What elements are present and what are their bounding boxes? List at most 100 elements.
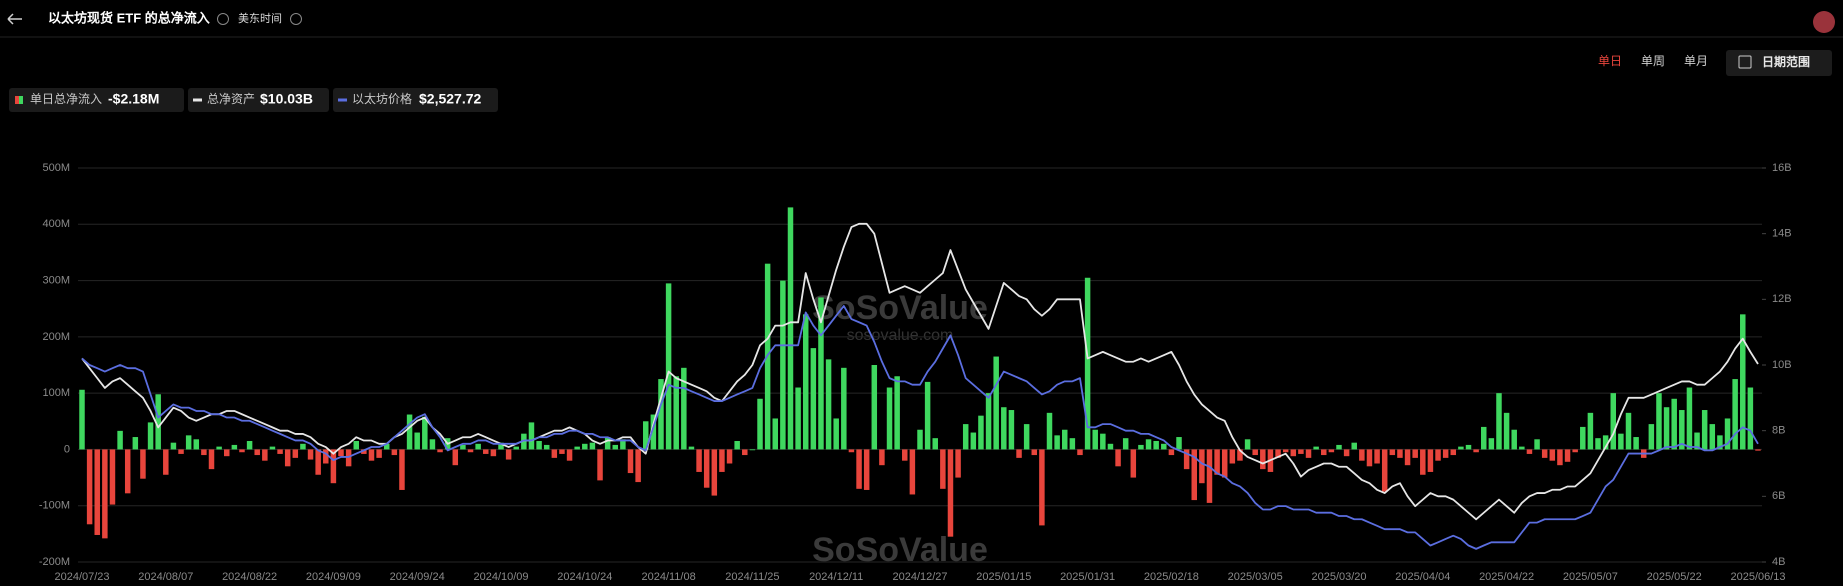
- bar: [1717, 435, 1723, 450]
- bar: [521, 433, 527, 450]
- bar: [1610, 393, 1616, 450]
- bar: [810, 348, 817, 450]
- bar: [1107, 443, 1114, 450]
- bar: [536, 440, 542, 450]
- bar: [1282, 449, 1289, 453]
- bar: [86, 449, 93, 525]
- bar: [1084, 277, 1091, 450]
- bar: [1420, 449, 1426, 475]
- bar: [1176, 437, 1182, 450]
- x-tick-label: 2025/03/20: [1311, 571, 1366, 583]
- bar: [345, 449, 352, 467]
- bar: [1732, 379, 1738, 450]
- bar: [1709, 424, 1716, 450]
- period-button[interactable]: 单月: [1684, 54, 1708, 68]
- bar: [1321, 449, 1327, 456]
- bar: [574, 446, 580, 450]
- bar: [399, 449, 405, 490]
- back-button[interactable]: [7, 13, 22, 25]
- bar: [147, 422, 154, 450]
- bar: [726, 449, 733, 464]
- bar: [795, 387, 801, 450]
- watermark: SoSoValue: [812, 531, 988, 569]
- bar: [688, 446, 695, 450]
- bar: [269, 446, 276, 450]
- bar: [719, 449, 725, 472]
- y2-tick-label: 14B: [1772, 228, 1792, 240]
- bar: [1229, 449, 1236, 464]
- bar: [1587, 412, 1594, 450]
- bar: [239, 449, 245, 453]
- bar: [658, 379, 664, 450]
- legend-pill: [333, 88, 498, 112]
- bar: [1648, 424, 1655, 450]
- bar: [1069, 438, 1076, 450]
- period-button[interactable]: 单周: [1641, 54, 1665, 68]
- bar: [1336, 444, 1342, 450]
- y-tick-label: 300M: [42, 274, 70, 286]
- bar: [155, 394, 161, 450]
- date-range-button[interactable]: [1726, 50, 1832, 76]
- legend-label: 以太坊价格: [352, 91, 412, 106]
- bar: [1031, 449, 1038, 456]
- bar: [1488, 438, 1495, 450]
- bar: [597, 449, 603, 481]
- bar: [498, 442, 504, 450]
- info-icon[interactable]: [290, 13, 302, 25]
- bar: [711, 449, 718, 496]
- bar: [490, 449, 497, 457]
- bar: [1755, 449, 1761, 451]
- bar: [1397, 449, 1403, 458]
- y2-tick-label: 12B: [1772, 293, 1792, 305]
- bar: [559, 449, 565, 454]
- bar: [170, 442, 177, 450]
- bar: [1679, 410, 1685, 450]
- bar: [993, 356, 999, 450]
- period-button[interactable]: 单日: [1598, 54, 1622, 68]
- bar: [856, 449, 862, 489]
- bar: [848, 449, 855, 453]
- bar: [985, 393, 992, 450]
- bar: [1663, 407, 1670, 450]
- share-icon[interactable]: [1813, 11, 1835, 33]
- bar: [1077, 449, 1083, 456]
- legend-value: $10.03B: [260, 91, 313, 107]
- bar: [1747, 387, 1754, 450]
- bar: [1602, 435, 1609, 450]
- bar: [376, 449, 382, 458]
- bar: [1244, 439, 1251, 450]
- y-tick-label: 0: [64, 443, 70, 455]
- date-range-label: 日期范围: [1762, 54, 1810, 69]
- bar: [505, 449, 512, 460]
- x-tick-label: 2024/07/23: [54, 571, 109, 583]
- line: [81, 305, 1759, 550]
- x-tick-label: 2024/09/09: [306, 571, 361, 583]
- bar: [940, 449, 946, 489]
- bar: [650, 414, 657, 450]
- watermark-url: sosovalue.com: [847, 327, 954, 344]
- bar: [1450, 449, 1457, 456]
- bar: [1458, 446, 1464, 450]
- bar: [1016, 449, 1022, 458]
- bar: [414, 432, 420, 450]
- bar: [566, 449, 573, 461]
- bar: [1427, 449, 1434, 472]
- bar: [871, 365, 878, 450]
- y-tick-label: 500M: [42, 162, 70, 174]
- bar: [1481, 426, 1487, 450]
- bar: [551, 449, 558, 458]
- bar: [383, 443, 390, 450]
- info-icon[interactable]: [217, 13, 229, 25]
- y2-tick-label: 16B: [1772, 162, 1792, 174]
- legend-pill: [188, 88, 329, 112]
- bar: [1008, 410, 1015, 450]
- x-tick-label: 2024/08/22: [222, 571, 277, 583]
- x-tick-label: 2024/12/11: [809, 571, 863, 583]
- bar: [429, 439, 436, 450]
- bar: [460, 444, 466, 450]
- y2-tick-label: 6B: [1772, 490, 1785, 502]
- bar: [772, 418, 778, 450]
- bar: [902, 449, 908, 461]
- bar: [368, 449, 375, 461]
